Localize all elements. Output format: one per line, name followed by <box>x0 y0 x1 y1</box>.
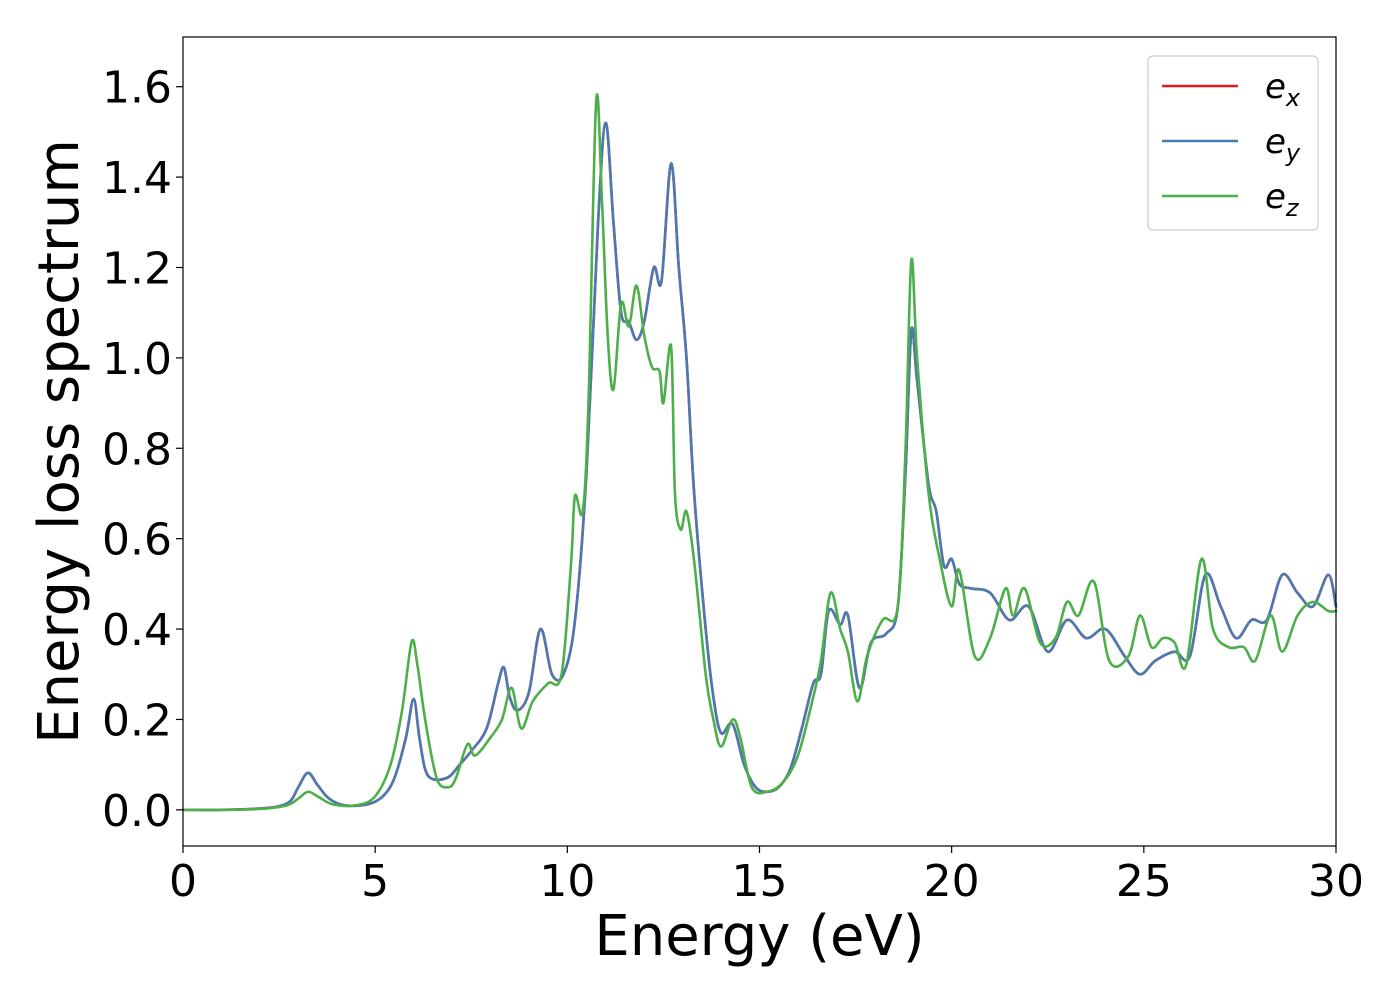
y-tick-label: 0.0 <box>102 786 172 837</box>
legend-box <box>1147 55 1319 231</box>
series-line-e-z <box>181 93 1338 812</box>
y-tick-label: 1.0 <box>102 334 172 385</box>
y-tick-label: 0.2 <box>102 695 172 746</box>
y-axis-ticks: 0.0 0.2 0.4 0.6 0.8 1.0 1.2 1.4 1.6 <box>102 63 183 837</box>
legend-label-e-z: ez <box>1265 177 1300 222</box>
x-tick-label: 15 <box>732 856 788 907</box>
y-tick-label: 0.8 <box>102 424 172 475</box>
x-axis-ticks: 0 5 10 15 20 25 30 <box>169 846 1364 907</box>
legend-label-e-x: ex <box>1265 67 1301 112</box>
x-tick-label: 0 <box>169 856 197 907</box>
x-tick-label: 25 <box>1116 856 1172 907</box>
y-axis-title: Energy loss spectrum <box>27 139 92 744</box>
series-lines <box>181 93 1338 812</box>
legend-label-e-y: ey <box>1265 122 1301 167</box>
x-tick-label: 20 <box>924 856 980 907</box>
y-tick-label: 1.6 <box>102 63 172 114</box>
x-tick-label: 30 <box>1308 856 1364 907</box>
x-tick-label: 5 <box>361 856 389 907</box>
x-axis-title: Energy (eV) <box>594 904 924 969</box>
y-tick-label: 0.6 <box>102 515 172 566</box>
y-tick-label: 0.4 <box>102 605 172 656</box>
y-tick-label: 1.2 <box>102 243 172 294</box>
x-tick-label: 10 <box>539 856 595 907</box>
series-line-e-y <box>181 121 1338 812</box>
legend: ex ey ez <box>1147 55 1319 231</box>
y-tick-label: 1.4 <box>102 153 172 204</box>
